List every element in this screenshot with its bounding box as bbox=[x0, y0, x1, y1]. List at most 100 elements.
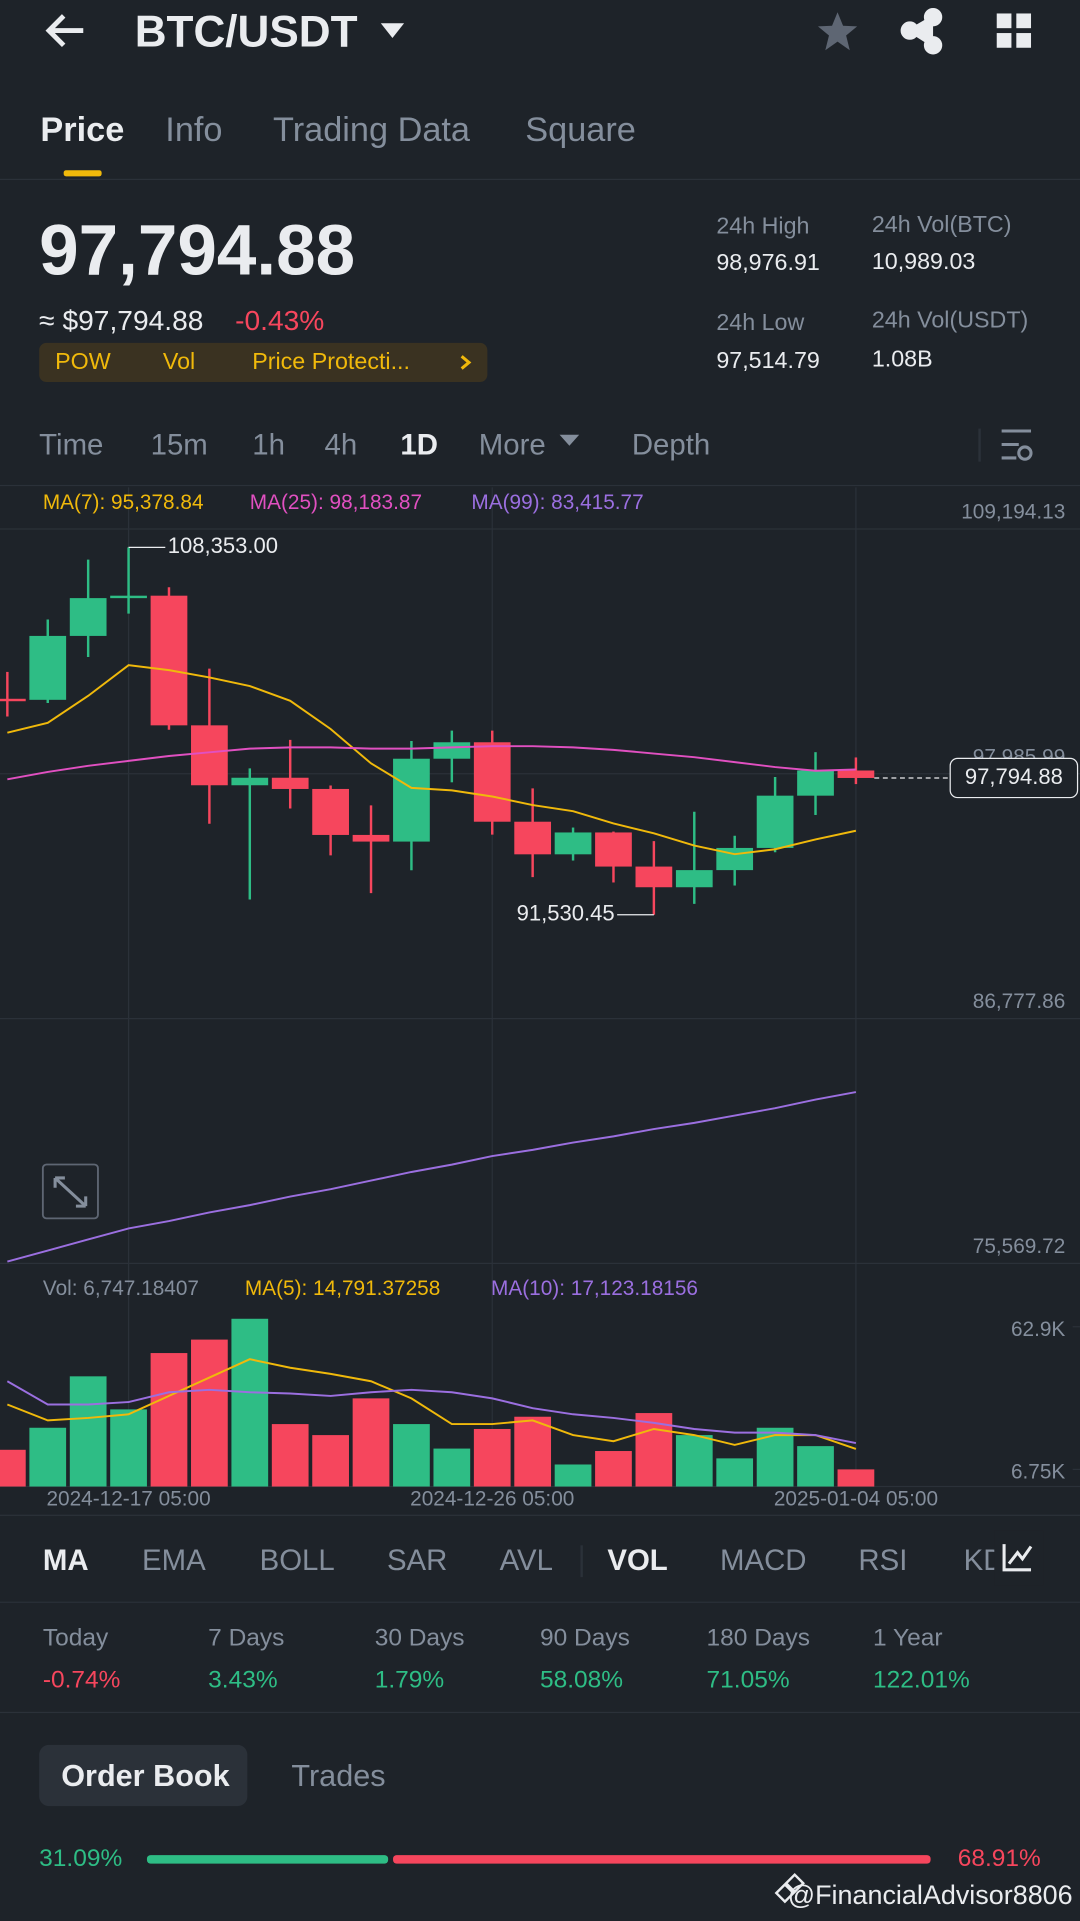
chevron bbox=[460, 355, 472, 370]
x-tick-label: 2025-01-04 05:00 bbox=[774, 1488, 938, 1511]
ma-line bbox=[7, 1091, 857, 1263]
stat-label: 24h High bbox=[716, 213, 810, 240]
tag[interactable]: Vol bbox=[162, 349, 196, 376]
volume-ma-line bbox=[6, 1380, 857, 1444]
candle-body bbox=[69, 598, 107, 636]
y-tick-label: 75,569.72 bbox=[973, 1235, 1066, 1258]
tag[interactable]: POW bbox=[55, 349, 111, 376]
indicator[interactable]: BOLL bbox=[259, 1544, 335, 1578]
candle-body bbox=[393, 758, 430, 842]
interval[interactable]: 15m bbox=[150, 428, 208, 462]
volume-bar bbox=[29, 1427, 67, 1487]
stat-value: 97,514.79 bbox=[716, 348, 820, 375]
stat-value: 98,976.91 bbox=[716, 250, 820, 277]
last-price: 97,794.88 bbox=[39, 210, 356, 291]
volume-bar bbox=[150, 1353, 188, 1487]
approx-price: ≈ $97,794.88 bbox=[39, 304, 204, 337]
volume-bar bbox=[393, 1424, 430, 1487]
indicator[interactable]: SAR bbox=[386, 1544, 448, 1578]
indicator[interactable]: AVL bbox=[499, 1544, 553, 1578]
book-tab[interactable]: Trades bbox=[291, 1758, 386, 1794]
stat-label: 24h Low bbox=[716, 310, 805, 337]
period-change: -0.74% bbox=[42, 1666, 121, 1694]
candle-body bbox=[473, 742, 511, 822]
candle-body bbox=[271, 777, 309, 789]
ma-line bbox=[7, 745, 856, 781]
star-icon[interactable] bbox=[817, 12, 858, 51]
share-icon[interactable] bbox=[900, 7, 943, 55]
period-label: 7 Days bbox=[208, 1624, 285, 1652]
price-change: -0.43% bbox=[235, 304, 325, 337]
interval[interactable]: 1h bbox=[252, 428, 285, 462]
separator bbox=[0, 484, 1080, 487]
active-tab-box bbox=[39, 1744, 248, 1807]
indicator[interactable]: KD bbox=[963, 1546, 995, 1576]
expand-icon[interactable] bbox=[41, 1163, 99, 1220]
x-tick-label: 2024-12-17 05:00 bbox=[46, 1488, 210, 1511]
high-label: 108,353.00 bbox=[168, 533, 278, 558]
indicator-settings-icon[interactable] bbox=[1002, 1544, 1033, 1572]
book-tab[interactable]: Order Book bbox=[61, 1758, 230, 1794]
y-tick-label: 86,777.86 bbox=[973, 990, 1066, 1013]
tag[interactable]: Price Protecti... bbox=[252, 349, 410, 376]
interval[interactable]: 1D bbox=[400, 428, 438, 462]
volume-bar bbox=[271, 1424, 309, 1487]
volume-bar bbox=[191, 1339, 228, 1487]
interval[interactable]: Depth bbox=[631, 428, 711, 462]
volume-bar bbox=[595, 1451, 632, 1487]
tab[interactable]: Price bbox=[40, 110, 125, 149]
period-change: 122.01% bbox=[873, 1666, 970, 1694]
separator bbox=[0, 1711, 1080, 1714]
indicator[interactable]: MACD bbox=[720, 1544, 807, 1578]
chart-settings-icon[interactable] bbox=[1001, 429, 1033, 461]
dropdown-icon[interactable] bbox=[380, 23, 405, 38]
candle-body bbox=[554, 832, 592, 855]
candle-body bbox=[231, 777, 269, 786]
volume-bar bbox=[554, 1464, 592, 1487]
tab-indicator bbox=[63, 170, 102, 177]
legend-label: MA(5): 14,791.37258 bbox=[245, 1277, 440, 1300]
interval[interactable]: Time bbox=[39, 428, 104, 462]
stat-value: 10,989.03 bbox=[871, 249, 976, 275]
tag-box[interactable] bbox=[39, 342, 488, 383]
candle-body bbox=[837, 770, 875, 778]
indicator[interactable]: RSI bbox=[858, 1544, 908, 1578]
separator bbox=[0, 1601, 1080, 1603]
candle-body bbox=[675, 870, 713, 888]
volume-bar bbox=[231, 1318, 269, 1487]
more-caret bbox=[559, 434, 580, 446]
period-label: Today bbox=[42, 1624, 109, 1652]
legend-label: MA(10): 17,123.18156 bbox=[491, 1277, 698, 1300]
volume-bar bbox=[312, 1435, 349, 1487]
volume-bar bbox=[110, 1409, 147, 1487]
ask-bar bbox=[393, 1855, 931, 1864]
period-label: 90 Days bbox=[540, 1624, 630, 1652]
candle-body bbox=[0, 698, 26, 702]
stat-value: 1.08B bbox=[871, 347, 933, 373]
interval[interactable]: 4h bbox=[324, 428, 358, 462]
tab[interactable]: Info bbox=[165, 110, 223, 149]
indicator[interactable]: EMA bbox=[142, 1544, 206, 1578]
tab[interactable]: Square bbox=[525, 110, 636, 149]
candle-body bbox=[150, 595, 188, 726]
volume-bar bbox=[352, 1398, 390, 1487]
last-price-box bbox=[949, 757, 1079, 799]
grid-icon[interactable] bbox=[996, 13, 1032, 48]
separator bbox=[0, 1514, 1080, 1516]
back-arrow[interactable] bbox=[45, 14, 84, 48]
volume-bar bbox=[514, 1416, 552, 1487]
pair-title[interactable]: BTC/USDT bbox=[134, 6, 358, 57]
interval[interactable]: More bbox=[478, 428, 546, 462]
volume-bar bbox=[675, 1435, 713, 1487]
ask-ratio: 68.91% bbox=[957, 1845, 1041, 1873]
period-change: 71.05% bbox=[706, 1666, 790, 1694]
separator bbox=[0, 178, 1080, 180]
candle-body bbox=[756, 795, 794, 848]
indicator[interactable]: MA bbox=[42, 1544, 89, 1578]
stat-label: 24h Vol(BTC) bbox=[871, 212, 1012, 239]
indicator[interactable]: VOL bbox=[607, 1544, 668, 1578]
tab[interactable]: Trading Data bbox=[273, 110, 470, 149]
